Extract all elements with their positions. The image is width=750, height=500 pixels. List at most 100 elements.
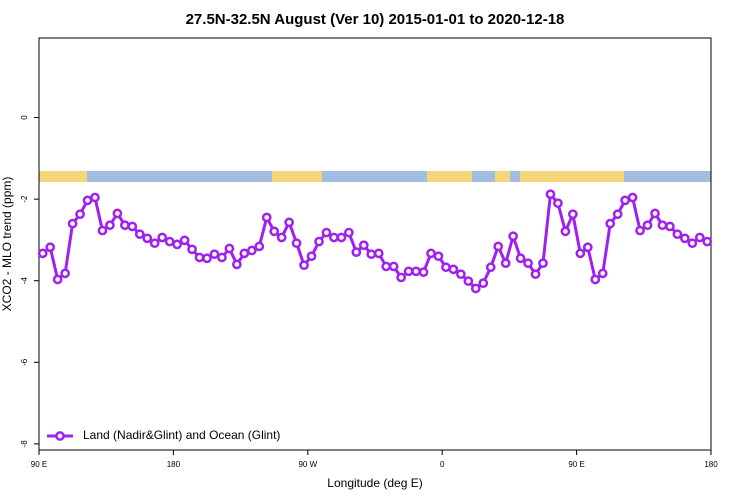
ocean-strip	[39, 171, 711, 182]
point	[485, 262, 496, 273]
point	[261, 212, 272, 223]
point	[373, 248, 384, 259]
point	[202, 253, 212, 264]
point	[67, 218, 78, 229]
chart-title: 27.5N-32.5N August (Ver 10) 2015-01-01 t…	[186, 11, 565, 28]
point	[358, 240, 369, 251]
point	[321, 227, 332, 238]
point	[426, 248, 436, 259]
point	[411, 266, 421, 277]
point	[366, 249, 377, 260]
point	[493, 241, 504, 252]
land-strip	[39, 171, 87, 182]
point	[269, 226, 280, 237]
point	[650, 208, 660, 219]
point	[90, 192, 100, 203]
point	[209, 249, 220, 260]
point	[314, 236, 324, 247]
point	[194, 252, 205, 263]
y-axis-label: XCO2 - MLO trend (ppm)	[0, 177, 14, 312]
point	[246, 245, 257, 256]
point	[217, 252, 227, 263]
point	[612, 209, 623, 220]
point	[112, 208, 123, 219]
point	[657, 220, 668, 231]
point	[37, 248, 48, 259]
point	[672, 229, 683, 240]
y-tick-label: 0	[20, 115, 29, 120]
point	[568, 209, 578, 220]
point	[329, 232, 339, 243]
x-tick-label: 90 E	[31, 460, 47, 469]
point	[157, 232, 168, 243]
series-line	[41, 190, 708, 291]
point	[538, 258, 548, 269]
point	[605, 218, 616, 229]
point	[470, 283, 481, 294]
point	[351, 247, 362, 258]
point	[187, 244, 197, 255]
legend-label: Land (Nadir&Glint) and Ocean (Glint)	[83, 428, 280, 442]
point	[665, 221, 675, 232]
y-tick-label: -6	[20, 358, 29, 366]
point	[336, 232, 347, 243]
point	[687, 238, 698, 249]
point	[276, 232, 287, 243]
point	[635, 225, 645, 236]
point	[597, 268, 608, 279]
point	[239, 248, 250, 259]
point	[456, 269, 466, 280]
point	[254, 241, 265, 252]
point	[515, 253, 526, 264]
x-tick-label: 180	[167, 460, 181, 469]
point	[500, 258, 511, 269]
point	[680, 233, 690, 244]
legend-marker	[55, 431, 65, 441]
point	[694, 232, 705, 243]
x-tick-label: 90 W	[298, 460, 317, 469]
y-tick-label: -2	[20, 195, 29, 203]
point	[105, 220, 115, 231]
point	[179, 235, 190, 246]
point	[172, 239, 182, 250]
point	[396, 272, 406, 283]
plot-frame	[38, 37, 712, 451]
x-tick-label: 0	[440, 460, 445, 469]
point	[45, 242, 56, 253]
point	[52, 274, 63, 285]
point	[60, 268, 70, 279]
point	[441, 262, 451, 273]
point	[553, 198, 563, 209]
point	[403, 266, 414, 277]
point	[224, 243, 235, 254]
point	[582, 242, 593, 253]
point	[284, 217, 294, 228]
point	[545, 189, 556, 200]
point	[306, 251, 317, 262]
point	[142, 233, 153, 244]
x-axis-label: Longitude (deg E)	[327, 476, 422, 490]
point	[418, 267, 429, 277]
land-strip	[272, 171, 322, 182]
point	[75, 209, 85, 220]
point	[97, 225, 108, 236]
point	[642, 220, 653, 231]
point	[523, 258, 533, 269]
point	[508, 231, 518, 242]
point	[388, 261, 399, 272]
point	[299, 260, 309, 271]
point	[620, 195, 630, 206]
y-tick-label: -8	[20, 440, 29, 448]
point	[478, 278, 489, 289]
point	[381, 261, 392, 272]
land-ocean-strip	[39, 171, 711, 182]
point	[448, 264, 459, 275]
x-tick-label: 180	[704, 460, 718, 469]
point	[530, 269, 541, 280]
land-strip	[427, 171, 472, 182]
x-tick-label: 90 E	[568, 460, 584, 469]
point	[702, 236, 713, 247]
point	[344, 227, 354, 238]
point	[127, 221, 138, 232]
